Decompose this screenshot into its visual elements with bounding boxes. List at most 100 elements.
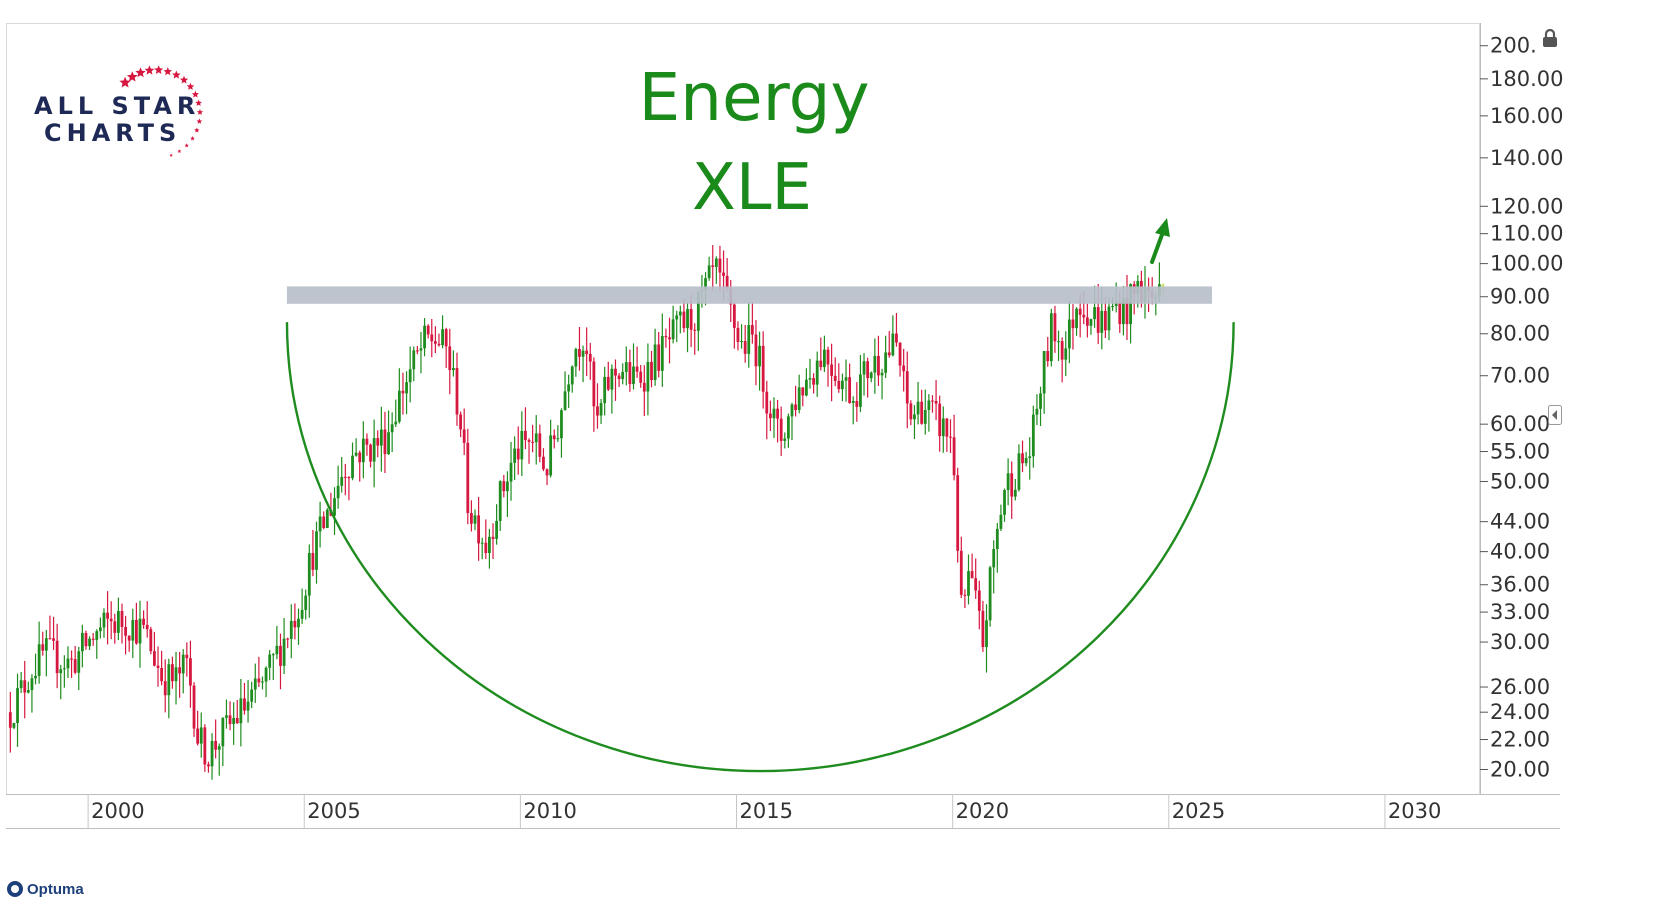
candle xyxy=(988,565,992,627)
y-tick-label: 22.00 xyxy=(1490,728,1550,752)
candle xyxy=(433,326,437,354)
y-tick-label: 26.00 xyxy=(1490,675,1550,699)
y-tick-label: 44.00 xyxy=(1490,510,1550,534)
candle xyxy=(167,658,171,719)
candle xyxy=(635,346,639,378)
candle xyxy=(495,504,499,545)
candle xyxy=(891,315,895,357)
candle xyxy=(1125,275,1129,341)
candle xyxy=(664,328,668,348)
candle xyxy=(1057,330,1060,362)
candle xyxy=(491,523,495,560)
y-tick-label: 20.00 xyxy=(1490,757,1550,781)
candle xyxy=(718,245,722,292)
candle xyxy=(653,328,657,386)
star-ring-icon xyxy=(119,65,204,157)
candle xyxy=(37,621,41,684)
candle xyxy=(538,424,542,463)
candle xyxy=(293,603,297,640)
candle xyxy=(376,430,380,458)
candle xyxy=(365,433,369,456)
candle xyxy=(927,394,931,432)
candle xyxy=(116,597,120,641)
candle xyxy=(524,407,527,450)
candle xyxy=(48,615,52,640)
candle xyxy=(131,608,135,658)
candle xyxy=(725,258,729,292)
candle xyxy=(545,468,549,486)
candle xyxy=(614,359,617,401)
candle xyxy=(624,346,628,386)
candle xyxy=(794,385,797,417)
candle xyxy=(823,335,826,373)
candle xyxy=(887,331,891,358)
candle xyxy=(599,398,603,424)
candle xyxy=(336,465,340,509)
candle xyxy=(869,371,873,383)
candle xyxy=(383,411,387,474)
candle xyxy=(1064,331,1068,377)
candle xyxy=(315,521,318,584)
candle xyxy=(567,374,571,408)
candle xyxy=(347,476,351,501)
candle xyxy=(804,368,808,397)
candle xyxy=(898,342,902,377)
candle xyxy=(527,438,531,464)
candle xyxy=(498,480,502,532)
candle xyxy=(210,733,214,780)
candle xyxy=(905,351,909,429)
candle xyxy=(660,313,664,387)
candle xyxy=(621,363,625,385)
candle xyxy=(228,701,232,731)
candle xyxy=(311,530,315,577)
candle xyxy=(415,346,419,355)
candle xyxy=(369,443,372,468)
candle xyxy=(372,419,376,488)
candle xyxy=(451,350,455,377)
candle xyxy=(606,361,610,392)
x-tick-label: 2015 xyxy=(740,799,793,823)
candle xyxy=(682,298,686,333)
x-tick-label: 2025 xyxy=(1172,799,1225,823)
candle xyxy=(671,305,675,344)
candle xyxy=(859,355,862,413)
x-tick-label: 2000 xyxy=(91,799,144,823)
candle xyxy=(1060,337,1064,383)
candle xyxy=(279,633,282,690)
candle xyxy=(884,335,888,379)
candle xyxy=(59,664,63,700)
candle xyxy=(985,604,988,673)
candle xyxy=(628,349,632,392)
candle xyxy=(920,389,924,425)
lock-icon[interactable] xyxy=(1541,28,1559,48)
y-tick-label: 70.00 xyxy=(1490,364,1550,388)
candle xyxy=(833,357,837,387)
candle xyxy=(459,411,462,438)
candle xyxy=(768,400,772,432)
candle xyxy=(196,710,200,746)
candle xyxy=(992,540,996,594)
candle xyxy=(592,357,596,432)
candle xyxy=(340,457,344,493)
candle xyxy=(1017,444,1021,492)
candle xyxy=(329,492,333,517)
candle xyxy=(189,640,192,708)
candle xyxy=(484,519,488,559)
collapse-arrow-icon[interactable] xyxy=(1548,405,1562,425)
candle xyxy=(124,615,127,655)
candle xyxy=(8,691,12,753)
candle xyxy=(343,463,347,496)
candle xyxy=(243,682,246,715)
candle xyxy=(765,380,769,440)
candle xyxy=(405,371,408,415)
candle xyxy=(801,387,805,407)
candle xyxy=(19,671,23,693)
candle xyxy=(207,761,210,773)
candle xyxy=(581,345,585,383)
candle xyxy=(113,613,117,644)
candle xyxy=(841,373,844,402)
candle xyxy=(949,419,952,454)
candle xyxy=(70,650,73,678)
candle xyxy=(549,419,553,478)
candle xyxy=(480,537,484,560)
